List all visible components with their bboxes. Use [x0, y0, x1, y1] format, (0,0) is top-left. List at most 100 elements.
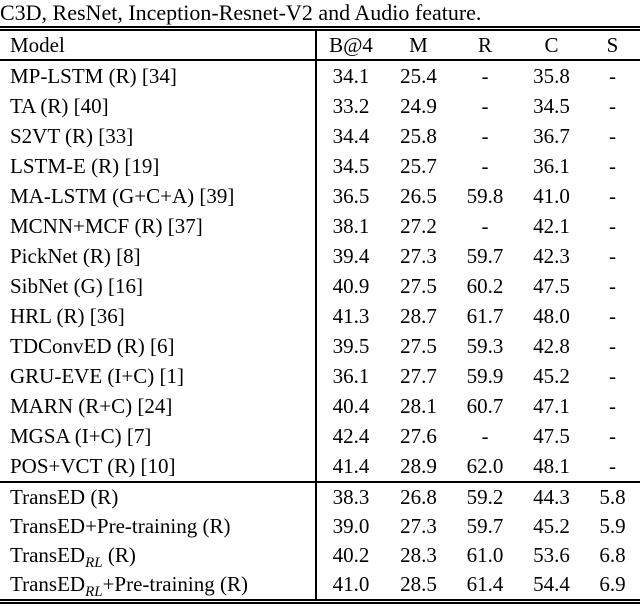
- metric-value-cell: 41.4: [332, 454, 370, 478]
- metric-value-cell: 33.2: [332, 94, 370, 118]
- metric-value-cell: -: [609, 124, 616, 148]
- column-header-meteor: M: [385, 28, 452, 61]
- model-name-cell: HRL (R) [36]: [0, 301, 317, 331]
- model-subscript: RL: [85, 584, 103, 601]
- metric-value-cell: -: [609, 454, 616, 478]
- metric-value-cell: 27.3: [400, 514, 437, 538]
- table-row: TransED (R) 38.3 26.8 59.2 44.3 5.8: [0, 481, 640, 512]
- metric-value-cell: -: [609, 64, 616, 88]
- metric-value-cell: 41.0: [533, 184, 570, 208]
- table-row: TransEDRL+Pre-training (R) 41.0 28.5 61.4 54…: [0, 570, 640, 602]
- table-row: LSTM-E (R) [19] 34.5 25.7 - 36.1 -: [0, 151, 640, 181]
- metric-value-cell: 61.0: [466, 543, 504, 567]
- metric-value-cell: -: [609, 244, 616, 268]
- table-caption: C3D, ResNet, Inception-Resnet-V2 and Aud…: [0, 0, 482, 25]
- metric-value-cell: 25.7: [400, 154, 437, 178]
- metric-value-cell: 60.7: [466, 394, 504, 418]
- metric-value-cell: 34.4: [332, 124, 370, 148]
- metric-value-cell: -: [609, 424, 616, 448]
- model-name-cell: MP-LSTM (R) [34]: [0, 60, 317, 91]
- metric-value-cell: -: [609, 394, 616, 418]
- metric-value-cell: 48.0: [533, 304, 570, 328]
- metric-value-cell: 28.7: [400, 304, 437, 328]
- metric-value-cell: 36.5: [332, 184, 370, 208]
- metric-value-cell: 59.3: [466, 334, 504, 358]
- metric-value-cell: 48.1: [533, 454, 570, 478]
- metric-value-cell: 59.9: [466, 364, 504, 388]
- table-row: MA-LSTM (G+C+A) [39] 36.5 26.5 59.8 41.0 -: [0, 181, 640, 211]
- table-row: MARN (R+C) [24] 40.4 28.1 60.7 47.1 -: [0, 391, 640, 421]
- metric-value-cell: 45.2: [533, 514, 570, 538]
- metric-value-cell: 53.6: [533, 543, 570, 567]
- metric-value-cell: 25.4: [400, 64, 437, 88]
- metric-value-cell: 28.1: [400, 394, 437, 418]
- metric-value-cell: 61.4: [466, 572, 504, 596]
- metric-value-cell: 59.2: [452, 481, 518, 512]
- metric-value-cell: 27.6: [400, 424, 437, 448]
- metric-value-cell: 47.1: [533, 394, 570, 418]
- metric-value-cell: 59.8: [466, 184, 504, 208]
- metric-value-cell: -: [481, 124, 489, 148]
- metric-value-cell: 59.7: [466, 244, 504, 268]
- metric-value-cell: 5.8: [585, 481, 640, 512]
- metric-value-cell: 59.7: [466, 514, 504, 538]
- metric-value-cell: -: [609, 154, 616, 178]
- metric-value-cell: 42.8: [533, 334, 570, 358]
- model-name-cell: MGSA (I+C) [7]: [0, 421, 317, 451]
- metric-value-cell: 27.7: [400, 364, 437, 388]
- model-subscript: RL: [85, 555, 103, 570]
- metric-value-cell: 39.0: [332, 514, 370, 538]
- metric-value-cell: 36.7: [533, 124, 570, 148]
- metric-value-cell: -: [609, 184, 616, 208]
- metric-value-cell: 42.4: [332, 424, 370, 448]
- metric-value-cell: -: [481, 64, 489, 88]
- table-row: MP-LSTM (R) [34] 34.1 25.4 - 35.8 -: [0, 60, 640, 91]
- metric-value-cell: 28.9: [400, 454, 437, 478]
- model-name-cell: S2VT (R) [33]: [0, 121, 317, 151]
- model-name-cell: LSTM-E (R) [19]: [0, 151, 317, 181]
- model-name-cell: POS+VCT (R) [10]: [0, 451, 317, 482]
- metric-value-cell: 41.3: [332, 304, 370, 328]
- model-name-cell: TransEDRL (R): [0, 541, 317, 570]
- table-row: PickNet (R) [8] 39.4 27.3 59.7 42.3 -: [0, 241, 640, 271]
- table-row: POS+VCT (R) [10] 41.4 28.9 62.0 48.1 -: [0, 451, 640, 482]
- metric-value-cell: -: [481, 214, 489, 238]
- metric-value-cell: -: [609, 214, 616, 238]
- table-row: S2VT (R) [33] 34.4 25.8 - 36.7 -: [0, 121, 640, 151]
- metric-value-cell: 34.1: [332, 64, 370, 88]
- table-row: HRL (R) [36] 41.3 28.7 61.7 48.0 -: [0, 301, 640, 331]
- results-table: Model B@4 M R C S MP-LSTM (R) [34] 34.1 25…: [0, 26, 640, 604]
- metric-value-cell: 54.4: [533, 572, 570, 596]
- metric-value-cell: 60.2: [466, 274, 504, 298]
- column-header-cider: C: [518, 28, 585, 61]
- metric-value-cell: 38.1: [332, 214, 370, 238]
- metric-value-cell: -: [609, 304, 616, 328]
- metric-value-cell: 40.9: [332, 274, 370, 298]
- metric-value-cell: 44.3: [518, 481, 585, 512]
- model-name-cell: TA (R) [40]: [0, 91, 317, 121]
- metric-value-cell: 47.5: [533, 274, 570, 298]
- metric-value-cell: 36.1: [332, 364, 370, 388]
- metric-value-cell: 45.2: [533, 364, 570, 388]
- column-header-bleu4: B@4: [316, 28, 385, 61]
- metric-value-cell: 27.5: [400, 274, 437, 298]
- metric-value-cell: 5.9: [599, 514, 626, 538]
- model-name-cell: GRU-EVE (I+C) [1]: [0, 361, 317, 391]
- metric-value-cell: 34.5: [332, 154, 370, 178]
- column-header-rouge: R: [452, 28, 518, 61]
- metric-value-cell: 39.4: [332, 244, 370, 268]
- table-row: TA (R) [40] 33.2 24.9 - 34.5 -: [0, 91, 640, 121]
- model-name-cell: TransEDRL+Pre-training (R): [0, 570, 317, 602]
- metric-value-cell: 35.8: [533, 64, 570, 88]
- table-row: MCNN+MCF (R) [37] 38.1 27.2 - 42.1 -: [0, 211, 640, 241]
- metric-value-cell: -: [481, 424, 489, 448]
- metric-value-cell: 24.9: [400, 94, 437, 118]
- metric-value-cell: 41.0: [332, 572, 370, 596]
- header-row: Model B@4 M R C S: [0, 28, 640, 61]
- metric-value-cell: 26.5: [400, 184, 437, 208]
- metric-value-cell: 40.4: [332, 394, 370, 418]
- model-name-cell: MCNN+MCF (R) [37]: [0, 211, 317, 241]
- table-row: TransEDRL (R) 40.2 28.3 61.0 53.6 6.8: [0, 541, 640, 570]
- metric-value-cell: 6.9: [599, 572, 626, 596]
